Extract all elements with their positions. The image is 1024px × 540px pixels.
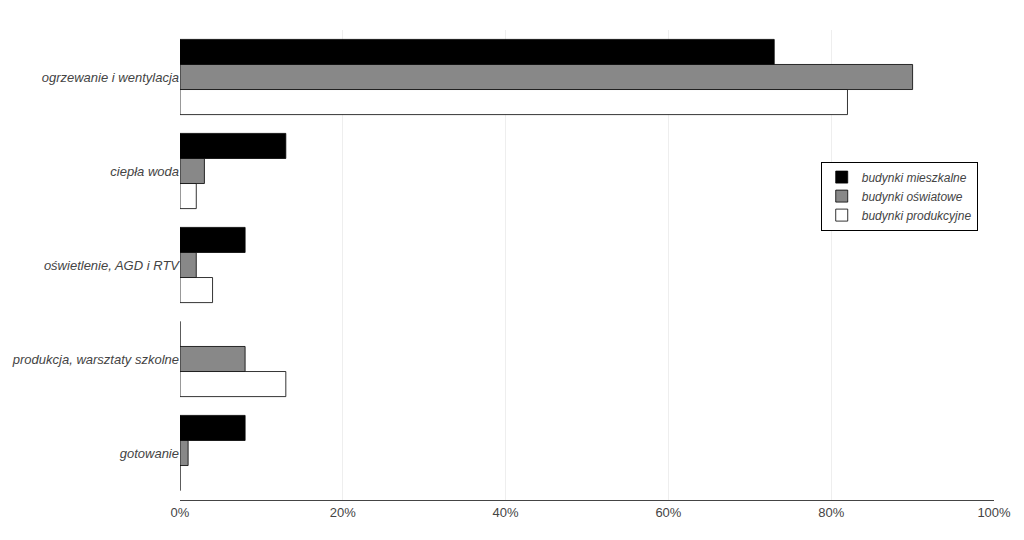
svg-text:oświetlenie, AGD i RTV: oświetlenie, AGD i RTV [44, 258, 180, 273]
svg-text:40%: 40% [493, 505, 519, 520]
svg-text:ogrzewanie i wentylacja: ogrzewanie i wentylacja [42, 70, 179, 85]
svg-text:budynki mieszkalne: budynki mieszkalne [862, 171, 967, 185]
svg-text:gotowanie: gotowanie [120, 446, 179, 461]
svg-text:100%: 100% [977, 505, 1011, 520]
svg-text:80%: 80% [818, 505, 844, 520]
svg-text:budynki produkcyjne: budynki produkcyjne [862, 209, 972, 223]
svg-text:0%: 0% [171, 505, 190, 520]
svg-text:produkcja, warsztaty szkolne: produkcja, warsztaty szkolne [12, 352, 179, 367]
svg-text:60%: 60% [655, 505, 681, 520]
svg-text:20%: 20% [330, 505, 356, 520]
svg-text:ciepła woda: ciepła woda [110, 164, 179, 179]
svg-text:budynki oświatowe: budynki oświatowe [862, 190, 963, 204]
